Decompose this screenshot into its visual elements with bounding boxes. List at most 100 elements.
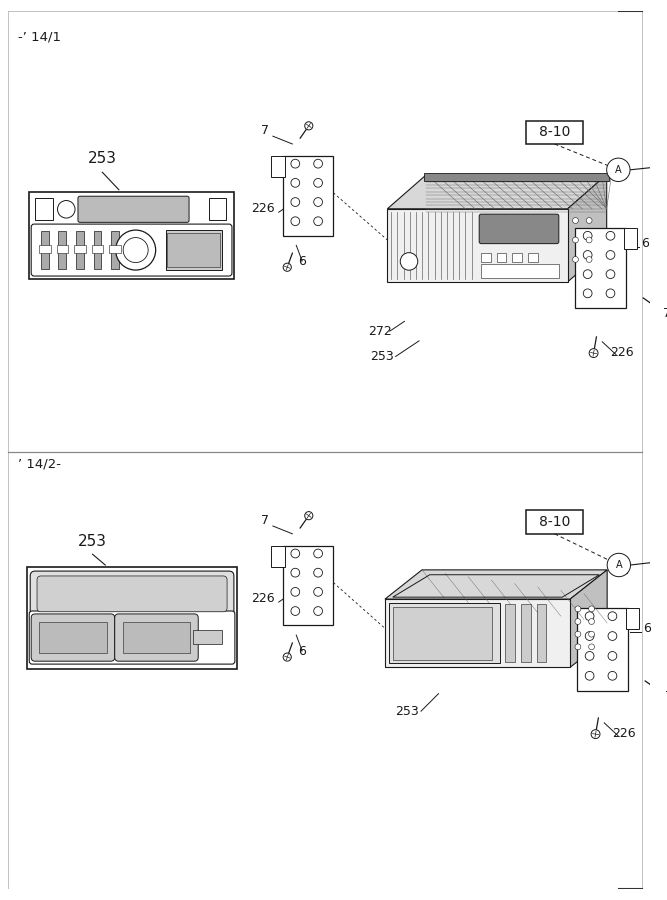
Bar (41, 231, 49, 269)
Circle shape (589, 606, 594, 612)
Bar (536, 604, 546, 662)
Bar (521, 604, 531, 662)
Circle shape (606, 231, 615, 240)
Polygon shape (388, 175, 607, 209)
Circle shape (575, 631, 581, 637)
Circle shape (608, 612, 617, 620)
Circle shape (283, 263, 291, 271)
Text: 6: 6 (298, 255, 306, 268)
Bar (497, 253, 506, 263)
Circle shape (123, 238, 148, 263)
FancyBboxPatch shape (29, 611, 235, 664)
Text: 6: 6 (643, 622, 651, 635)
Text: 8-10: 8-10 (539, 515, 570, 529)
Circle shape (291, 159, 299, 168)
Bar (393, 607, 492, 660)
Circle shape (291, 568, 299, 577)
Bar (76, 231, 84, 269)
Text: 6: 6 (641, 238, 649, 250)
Text: 253: 253 (78, 534, 107, 548)
Text: 253: 253 (88, 150, 117, 166)
Circle shape (572, 256, 578, 263)
Bar (610, 162, 626, 177)
Text: 7: 7 (664, 690, 667, 704)
Bar (388, 209, 568, 282)
FancyBboxPatch shape (479, 214, 559, 244)
Bar (385, 599, 570, 667)
Circle shape (572, 218, 578, 223)
Circle shape (313, 568, 322, 577)
Circle shape (589, 348, 598, 357)
Circle shape (607, 554, 630, 577)
Circle shape (313, 159, 322, 168)
Bar (109, 245, 121, 253)
Bar (59, 231, 66, 269)
Circle shape (606, 270, 615, 278)
Text: 253: 253 (370, 350, 394, 364)
Circle shape (291, 198, 299, 206)
Circle shape (283, 653, 291, 662)
Bar (209, 198, 226, 220)
Bar (29, 192, 234, 280)
Text: 226: 226 (610, 346, 634, 359)
Circle shape (607, 158, 630, 182)
Circle shape (586, 237, 592, 243)
Bar (389, 603, 500, 663)
Bar (424, 173, 608, 181)
Bar (575, 228, 626, 308)
Bar (27, 567, 237, 670)
Text: 253: 253 (396, 705, 420, 718)
FancyBboxPatch shape (78, 196, 189, 222)
Circle shape (291, 588, 299, 596)
Bar (528, 253, 538, 263)
Bar (271, 545, 285, 567)
Circle shape (575, 644, 581, 650)
Bar (506, 604, 515, 662)
Text: 8-10: 8-10 (539, 125, 570, 140)
Text: 226: 226 (251, 592, 275, 605)
Circle shape (606, 289, 615, 298)
Text: ’ 14/2-: ’ 14/2- (17, 457, 61, 471)
Bar (57, 245, 68, 253)
Bar (111, 231, 119, 269)
Text: A: A (616, 560, 622, 570)
Bar (626, 608, 639, 629)
Circle shape (174, 637, 186, 649)
Circle shape (583, 289, 592, 298)
Bar (193, 630, 222, 644)
FancyBboxPatch shape (115, 614, 198, 662)
FancyBboxPatch shape (31, 224, 232, 276)
Bar (577, 608, 628, 690)
Circle shape (654, 686, 662, 694)
Circle shape (583, 270, 592, 278)
Circle shape (313, 607, 322, 616)
Circle shape (291, 549, 299, 558)
Text: 272: 272 (368, 325, 392, 338)
Bar (283, 545, 334, 626)
FancyBboxPatch shape (30, 572, 234, 616)
Circle shape (608, 671, 617, 680)
Circle shape (572, 237, 578, 243)
Bar (91, 245, 103, 253)
Circle shape (585, 612, 594, 620)
Circle shape (313, 217, 322, 226)
Circle shape (583, 250, 592, 259)
Bar (512, 253, 522, 263)
Text: -’ 14/1: -’ 14/1 (17, 31, 61, 44)
Circle shape (608, 632, 617, 641)
Polygon shape (568, 175, 607, 282)
Text: 6: 6 (298, 644, 306, 658)
Circle shape (115, 230, 155, 270)
Polygon shape (570, 570, 607, 667)
Circle shape (585, 632, 594, 641)
Bar (39, 245, 51, 253)
Circle shape (305, 122, 313, 130)
Circle shape (586, 256, 592, 263)
Text: 7: 7 (662, 308, 667, 320)
Text: A: A (615, 165, 622, 175)
Circle shape (313, 178, 322, 187)
Text: 7: 7 (261, 124, 269, 137)
Circle shape (586, 218, 592, 223)
Text: 226: 226 (251, 202, 275, 215)
Circle shape (652, 302, 660, 310)
